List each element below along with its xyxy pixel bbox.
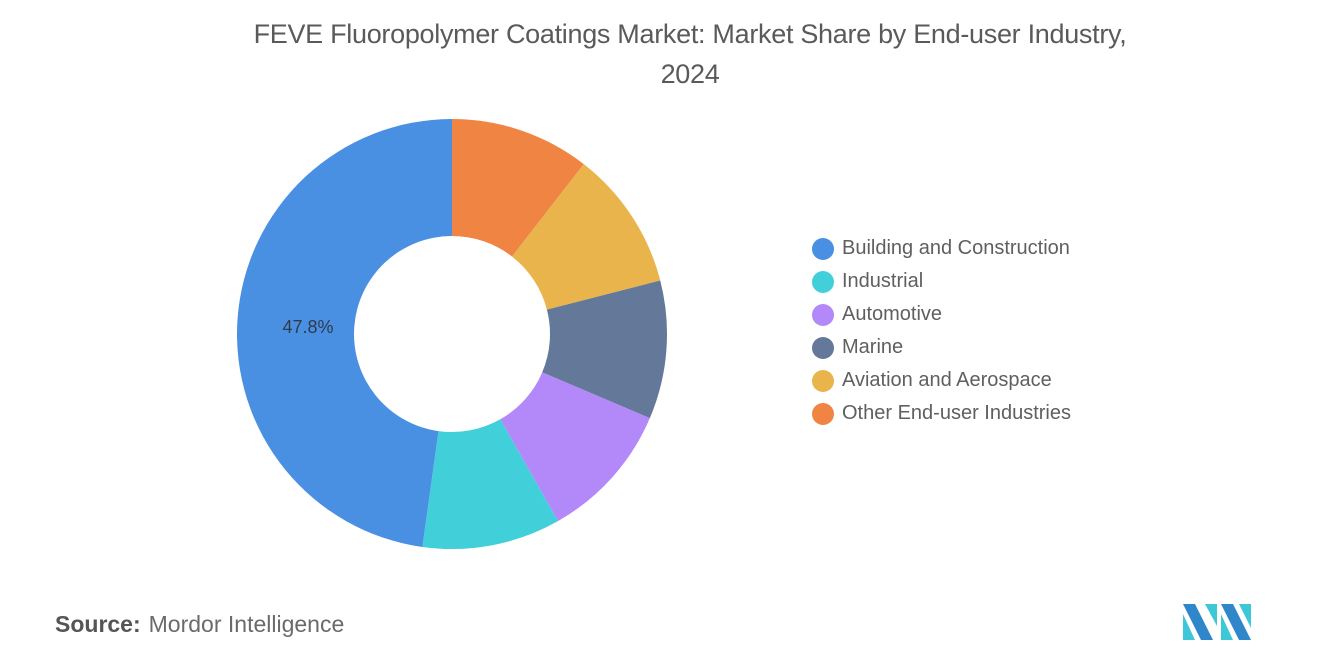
legend-dot-icon — [812, 402, 834, 425]
legend-dot-icon — [812, 237, 834, 260]
data-label-building-and-construction: 47.8% — [282, 317, 333, 337]
donut-slice-automotive[interactable] — [500, 372, 650, 522]
legend-item-aviation-and-aerospace[interactable]: Aviation and Aerospace — [812, 364, 1071, 397]
chart-title: FEVE Fluoropolymer Coatings Market: Mark… — [0, 14, 1320, 94]
chart-title-line1: FEVE Fluoropolymer Coatings Market: Mark… — [253, 19, 1127, 49]
donut-slice-other-end-user-industries[interactable] — [452, 119, 584, 257]
mordor-intelligence-logo-icon — [1183, 604, 1251, 640]
donut-slice-marine[interactable] — [542, 280, 667, 419]
legend-item-automotive[interactable]: Automotive — [812, 298, 1071, 331]
legend-item-industrial[interactable]: Industrial — [812, 265, 1071, 298]
legend-dot-icon — [812, 270, 834, 293]
source-value: Mordor Intelligence — [148, 611, 345, 637]
chart-title-line2: 2024 — [660, 59, 720, 89]
donut-slice-aviation-and-aerospace[interactable] — [512, 164, 661, 310]
donut-slice-building-and-construction[interactable] — [236, 119, 452, 547]
legend-dot-icon — [812, 336, 834, 359]
legend-dot-icon — [812, 369, 834, 392]
source-footer: Source: Mordor Intelligence — [55, 611, 344, 638]
legend: Building and Construction Industrial Aut… — [812, 232, 1071, 430]
legend-item-other-end-user-industries[interactable]: Other End-user Industries — [812, 397, 1071, 430]
source-key: Source: — [55, 611, 141, 637]
legend-dot-icon — [812, 303, 834, 326]
donut-slices — [236, 119, 667, 549]
legend-item-building-and-construction[interactable]: Building and Construction — [812, 232, 1071, 265]
donut-slice-industrial[interactable] — [422, 419, 558, 549]
legend-item-marine[interactable]: Marine — [812, 331, 1071, 364]
